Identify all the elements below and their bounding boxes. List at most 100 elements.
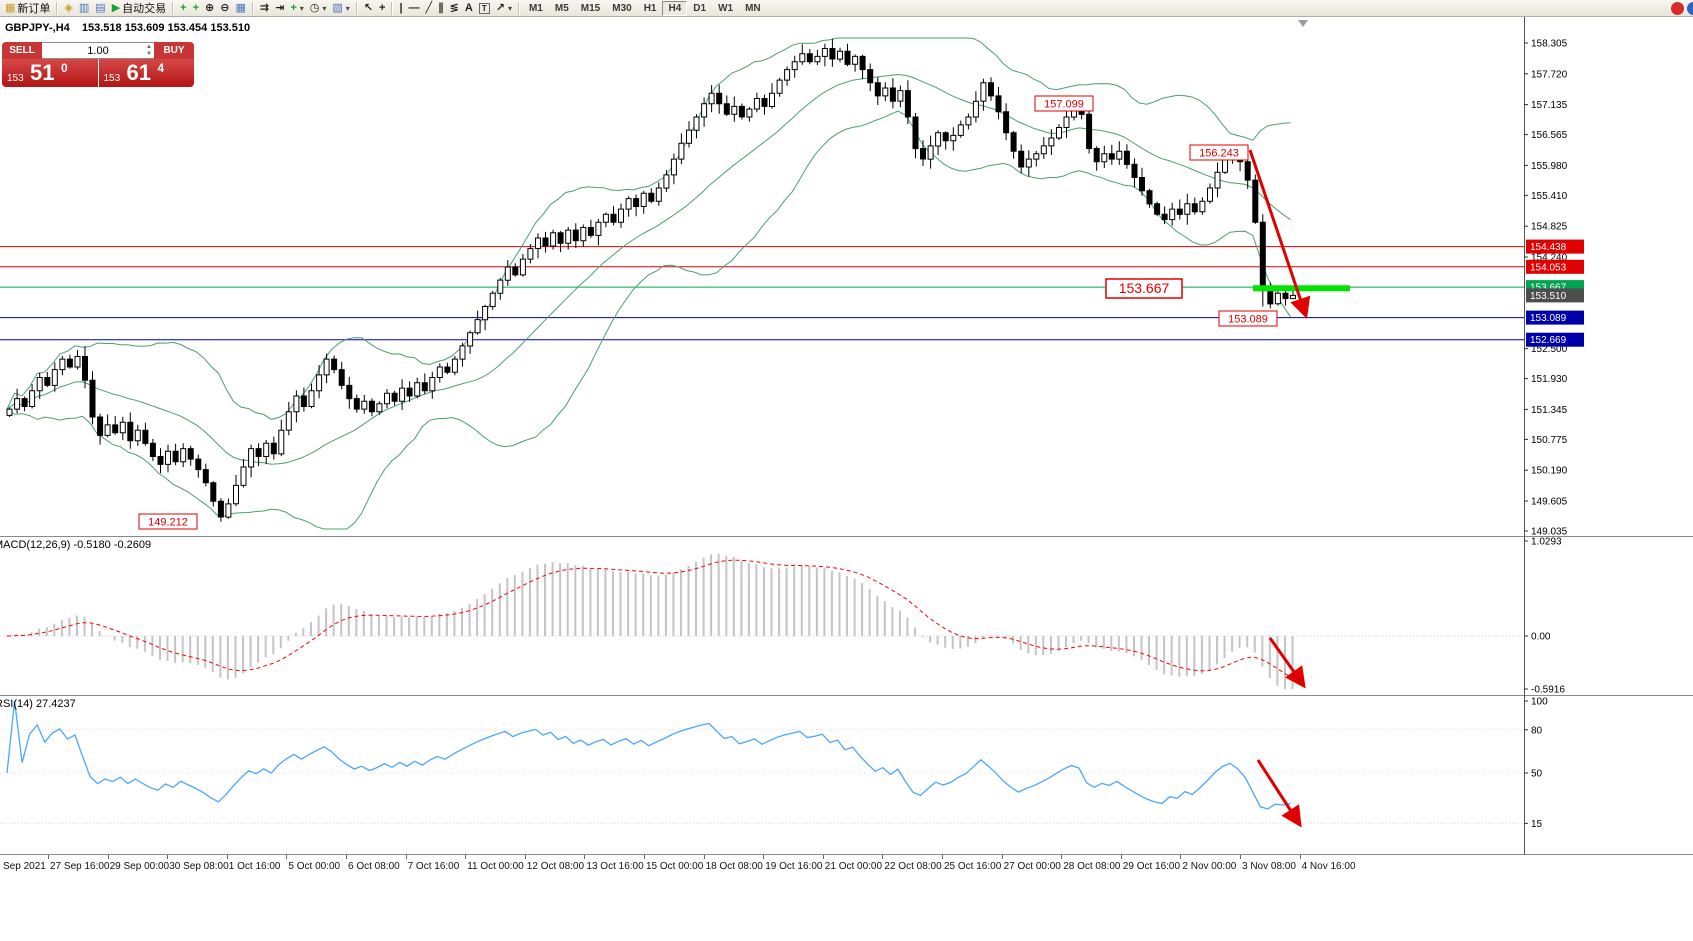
time-axis[interactable]: Sep 2021 27 Sep 16:00 29 Sep 00:00 30 Sep 0… xyxy=(0,855,1693,879)
arrows-button[interactable]: ↗ ▾ xyxy=(493,1,515,16)
one-click-trading-widget: SELL ▲▼ BUY 153 51 0 153 61 4 xyxy=(2,42,194,87)
timeframe-w1-button[interactable]: W1 xyxy=(718,2,734,14)
vertical-line-button[interactable]: | xyxy=(396,1,405,16)
time-axis-tick xyxy=(226,855,228,859)
zoom-in-icon: ⊕ xyxy=(205,1,215,14)
crosshair-icon: + xyxy=(379,1,386,14)
zoom-in-button[interactable]: ⊕ xyxy=(202,1,217,16)
profiles-button[interactable]: ▤ xyxy=(92,1,108,16)
auto-scroll-icon: ⇉ xyxy=(259,1,270,14)
time-axis-label: 28 Oct 08:00 xyxy=(1063,861,1121,872)
chart-shift-button[interactable]: ⇥ xyxy=(272,1,287,16)
templates-icon: ▧ xyxy=(332,1,343,14)
axis-price-tag-label: 154.438 xyxy=(1530,242,1567,253)
spinner-down-icon[interactable]: ▼ xyxy=(146,51,152,57)
buy-button[interactable]: BUY xyxy=(154,42,194,59)
macd-histogram xyxy=(15,553,1294,689)
crosshair-button[interactable]: + xyxy=(376,1,388,16)
time-axis-label: 19 Oct 16:00 xyxy=(765,861,823,872)
timeframe-mn-button[interactable]: MN xyxy=(745,2,761,14)
time-axis-tick xyxy=(286,855,288,859)
chart-shift-icon: ⇥ xyxy=(275,1,285,14)
add-window-icon: + xyxy=(192,1,200,14)
axis-tick-label: 150.190 xyxy=(1531,466,1568,477)
timeframe-buttons: M1 M5 M15 M30 H1 H4 D1 W1 MN xyxy=(523,0,767,16)
sell-button[interactable]: SELL xyxy=(2,42,42,59)
tile-windows-button[interactable]: ▦ xyxy=(232,1,248,16)
text-label-button[interactable]: T xyxy=(476,1,493,16)
timeframe-h1-button[interactable]: H1 xyxy=(643,2,657,14)
rsi-panel-canvas[interactable]: 100 80 50 15 xyxy=(0,695,1693,855)
axis-price-tag[interactable] xyxy=(1526,259,1584,274)
toolbar-separator xyxy=(56,1,59,15)
new-order-button[interactable]: ▦ 新订单 xyxy=(2,1,53,16)
text-button[interactable]: A xyxy=(462,1,476,16)
sell-price-panel[interactable]: 153 51 0 xyxy=(2,59,98,87)
buy-price-sup: 4 xyxy=(157,61,165,75)
horizontal-line-button[interactable]: ― xyxy=(406,1,423,16)
candle-wicks xyxy=(9,38,1294,522)
compass-button[interactable]: ◈ xyxy=(61,1,75,16)
axis-price-tag[interactable] xyxy=(1526,239,1584,254)
price-callout-text: 153.089 xyxy=(1228,314,1268,326)
time-axis-tick xyxy=(1240,855,1241,859)
fibonacci-button[interactable]: ≶ xyxy=(447,1,462,16)
toolbar: ▦ 新订单 ◈ ▥ ▤ ▶ 自动交易 + + ⊕ ⊖ ▦ ⇉ ⇥ + ▾ ◷ ▾ ▧ ▾ ↖ + | ― ╱ ∥ ≶ A T ↗ ▾ M1 M… xyxy=(0,0,1693,17)
community-icon[interactable] xyxy=(1687,1,1693,15)
indicators-button[interactable]: + ▾ xyxy=(287,1,306,16)
time-axis-tick xyxy=(644,855,645,859)
volume-input[interactable] xyxy=(63,44,133,57)
notifications-icon[interactable] xyxy=(1671,1,1684,15)
chart-shift-marker[interactable] xyxy=(1298,20,1308,27)
price-callout-text: 156.243 xyxy=(1199,148,1239,160)
timeframe-m15-button[interactable]: M15 xyxy=(580,2,601,14)
timeframe-m30-button[interactable]: M30 xyxy=(612,2,632,14)
time-axis-label: 22 Oct 08:00 xyxy=(884,861,942,872)
autotrade-button[interactable]: ▶ 自动交易 xyxy=(109,1,169,16)
buy-price-prefix: 153 xyxy=(103,73,121,84)
macd-panel-canvas[interactable]: 1.0293 0.00 -0.5916 xyxy=(0,536,1693,695)
add-chart-button[interactable]: + xyxy=(177,1,189,16)
timeframe-h4-button[interactable]: H4 xyxy=(662,0,688,16)
tile-windows-icon: ▦ xyxy=(235,1,246,14)
add-window-button[interactable]: + xyxy=(190,1,202,16)
timeframe-m5-button[interactable]: M5 xyxy=(554,2,569,14)
main-chart-canvas[interactable]: 158.305 157.720 157.135 156.565 155.980 155.4… xyxy=(0,17,1693,536)
timeframe-m1-button[interactable]: M1 xyxy=(528,2,543,14)
periods-button[interactable]: ◷ ▾ xyxy=(307,1,330,16)
autotrade-label: 自动交易 xyxy=(122,3,167,15)
time-axis-label: 27 Sep 16:00 xyxy=(50,861,110,872)
axis-price-tag[interactable] xyxy=(1526,310,1584,325)
trendline-button[interactable]: ╱ xyxy=(423,1,436,16)
timeframe-d1-button[interactable]: D1 xyxy=(693,2,707,14)
axis-tick-label: 151.345 xyxy=(1531,405,1568,416)
time-axis-tick xyxy=(1120,855,1122,859)
time-axis-label: 13 Oct 16:00 xyxy=(586,861,644,872)
spinner-up-icon[interactable]: ▲ xyxy=(146,44,152,50)
axis-tick-label: 157.720 xyxy=(1531,69,1568,80)
axis-price-tag[interactable] xyxy=(1526,288,1584,303)
channel-button[interactable]: ∥ xyxy=(435,1,447,16)
zoom-out-button[interactable]: ⊖ xyxy=(217,1,232,16)
time-axis-tick xyxy=(703,855,705,859)
text-label-icon: T xyxy=(478,2,490,14)
time-axis-tick xyxy=(48,855,49,859)
axis-tick-label: 152.500 xyxy=(1531,344,1568,355)
price-callout-box xyxy=(1189,144,1249,161)
bollinger-middle-band xyxy=(6,73,1291,465)
volume-field[interactable]: ▲▼ xyxy=(42,42,154,59)
axis-price-tag[interactable] xyxy=(1526,332,1584,347)
volume-spinner[interactable]: ▲ ▼ xyxy=(146,44,152,58)
symbol-period-label: GBPJPY-,H4 xyxy=(5,22,70,34)
auto-scroll-button[interactable]: ⇉ xyxy=(257,1,272,16)
price-callout-box xyxy=(1034,95,1094,112)
toolbar-right-icons xyxy=(1668,0,1693,16)
time-axis-label: 1 Oct 16:00 xyxy=(228,861,281,872)
templates-button[interactable]: ▧ ▾ xyxy=(329,1,352,16)
buy-price-panel[interactable]: 153 61 4 xyxy=(98,59,194,87)
cursor-button[interactable]: ↖ xyxy=(361,1,376,16)
new-chart-button[interactable]: ▥ xyxy=(76,1,92,16)
axis-price-tag-label: 154.053 xyxy=(1530,262,1567,273)
annotation-arrow xyxy=(1256,759,1302,828)
